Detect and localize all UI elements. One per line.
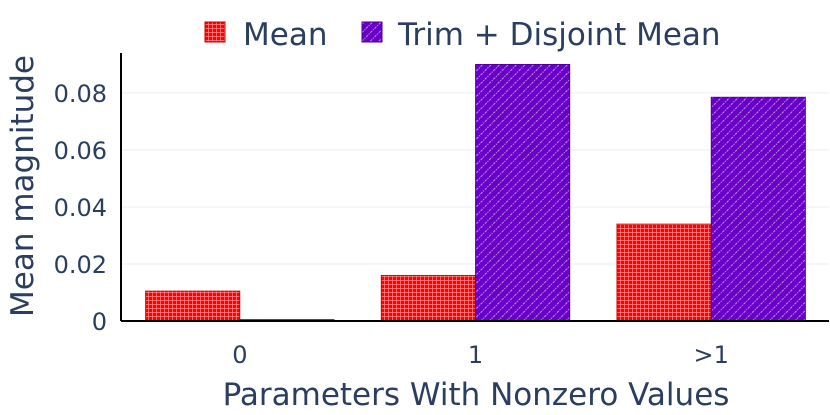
x-tick-labels: 0 1 >1: [232, 341, 729, 369]
y-tick-label: 0: [92, 308, 107, 336]
bar-mean-1: [380, 274, 476, 322]
x-tick-label: >1: [693, 341, 728, 369]
x-tick-label: 0: [232, 341, 247, 369]
bar-mean-0: [145, 290, 241, 322]
bar-trim-disjoint-mean-1: [475, 64, 571, 322]
x-axis-title: Parameters With Nonzero Values: [223, 377, 730, 413]
y-tick-label: 0.06: [54, 137, 107, 165]
x-tick-label: 1: [468, 341, 483, 369]
bar-trim-disjoint-mean-2: [710, 96, 806, 322]
legend-swatch-trim-disjoint-mean: [361, 21, 383, 43]
bars: [145, 64, 806, 322]
y-tick-label: 0.02: [54, 251, 107, 279]
y-tick-labels: 0 0.02 0.04 0.06 0.08: [54, 80, 107, 336]
legend-label-trim-disjoint-mean: Trim + Disjoint Mean: [397, 17, 721, 53]
y-tick-label: 0.08: [54, 80, 107, 108]
bar-mean-2: [616, 223, 712, 322]
axes: [120, 53, 829, 322]
y-tick-label: 0.04: [54, 194, 107, 222]
legend-swatch-mean: [204, 21, 226, 43]
legend-label-mean: Mean: [243, 17, 327, 53]
legend: Mean Trim + Disjoint Mean: [204, 17, 721, 53]
y-axis-title: Mean magnitude: [5, 55, 41, 317]
